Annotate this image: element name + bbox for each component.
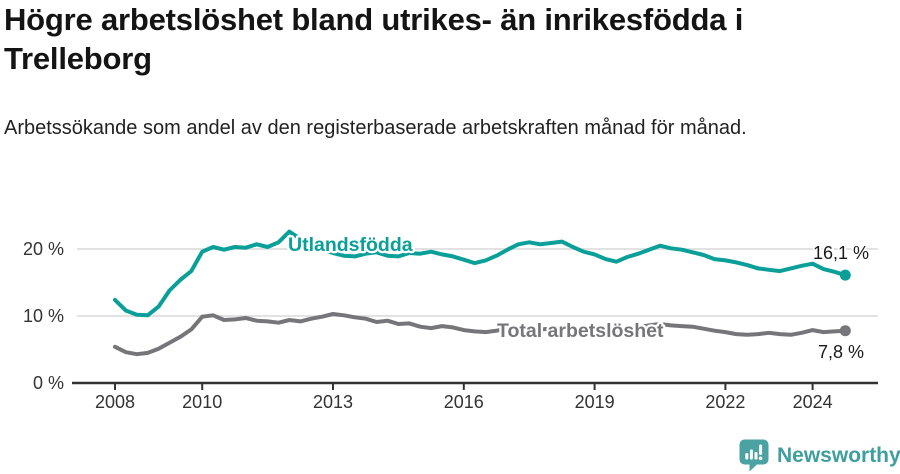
y-tick-label: 20 % — [23, 239, 64, 259]
y-tick-label: 10 % — [23, 306, 64, 326]
x-tick-label: 2008 — [95, 392, 135, 412]
series-endpoint-dot-0 — [839, 269, 851, 281]
series-line-1 — [113, 312, 848, 357]
value-label-0: 16,1 % — [813, 243, 869, 263]
x-tick-label: 2019 — [575, 392, 615, 412]
x-tick-label: 2013 — [313, 392, 353, 412]
logo-bar-3 — [754, 452, 758, 460]
newsworthy-logo-icon — [739, 439, 769, 472]
newsworthy-logo-link[interactable]: Newsworthy — [739, 439, 900, 472]
logo-bar-1 — [745, 453, 749, 460]
logo-speech-bubble — [739, 439, 769, 472]
series-line-0 — [113, 229, 848, 318]
chart-subtitle: Arbetssökande som andel av den registerb… — [4, 117, 747, 139]
series-endpoint-dot-1 — [839, 325, 851, 337]
x-tick-label: 2016 — [444, 392, 484, 412]
series-label-0: Utlandsfödda — [288, 234, 413, 256]
value-label-1: 7,8 % — [818, 342, 864, 362]
x-tick-label: 2022 — [705, 392, 745, 412]
logo-exclamation-dot — [758, 456, 763, 461]
y-tick-label: 0 % — [33, 373, 64, 393]
x-tick-label: 2024 — [793, 392, 833, 412]
logo-bar-2 — [749, 449, 753, 460]
series-label-1: Total arbetslöshet — [497, 320, 664, 342]
page-title: Högre arbetslöshet bland utrikes- än inr… — [4, 2, 744, 76]
brand-name: Newsworthy — [777, 443, 900, 467]
logo-exclamation-stem — [759, 444, 763, 455]
x-tick-label: 2010 — [182, 392, 222, 412]
